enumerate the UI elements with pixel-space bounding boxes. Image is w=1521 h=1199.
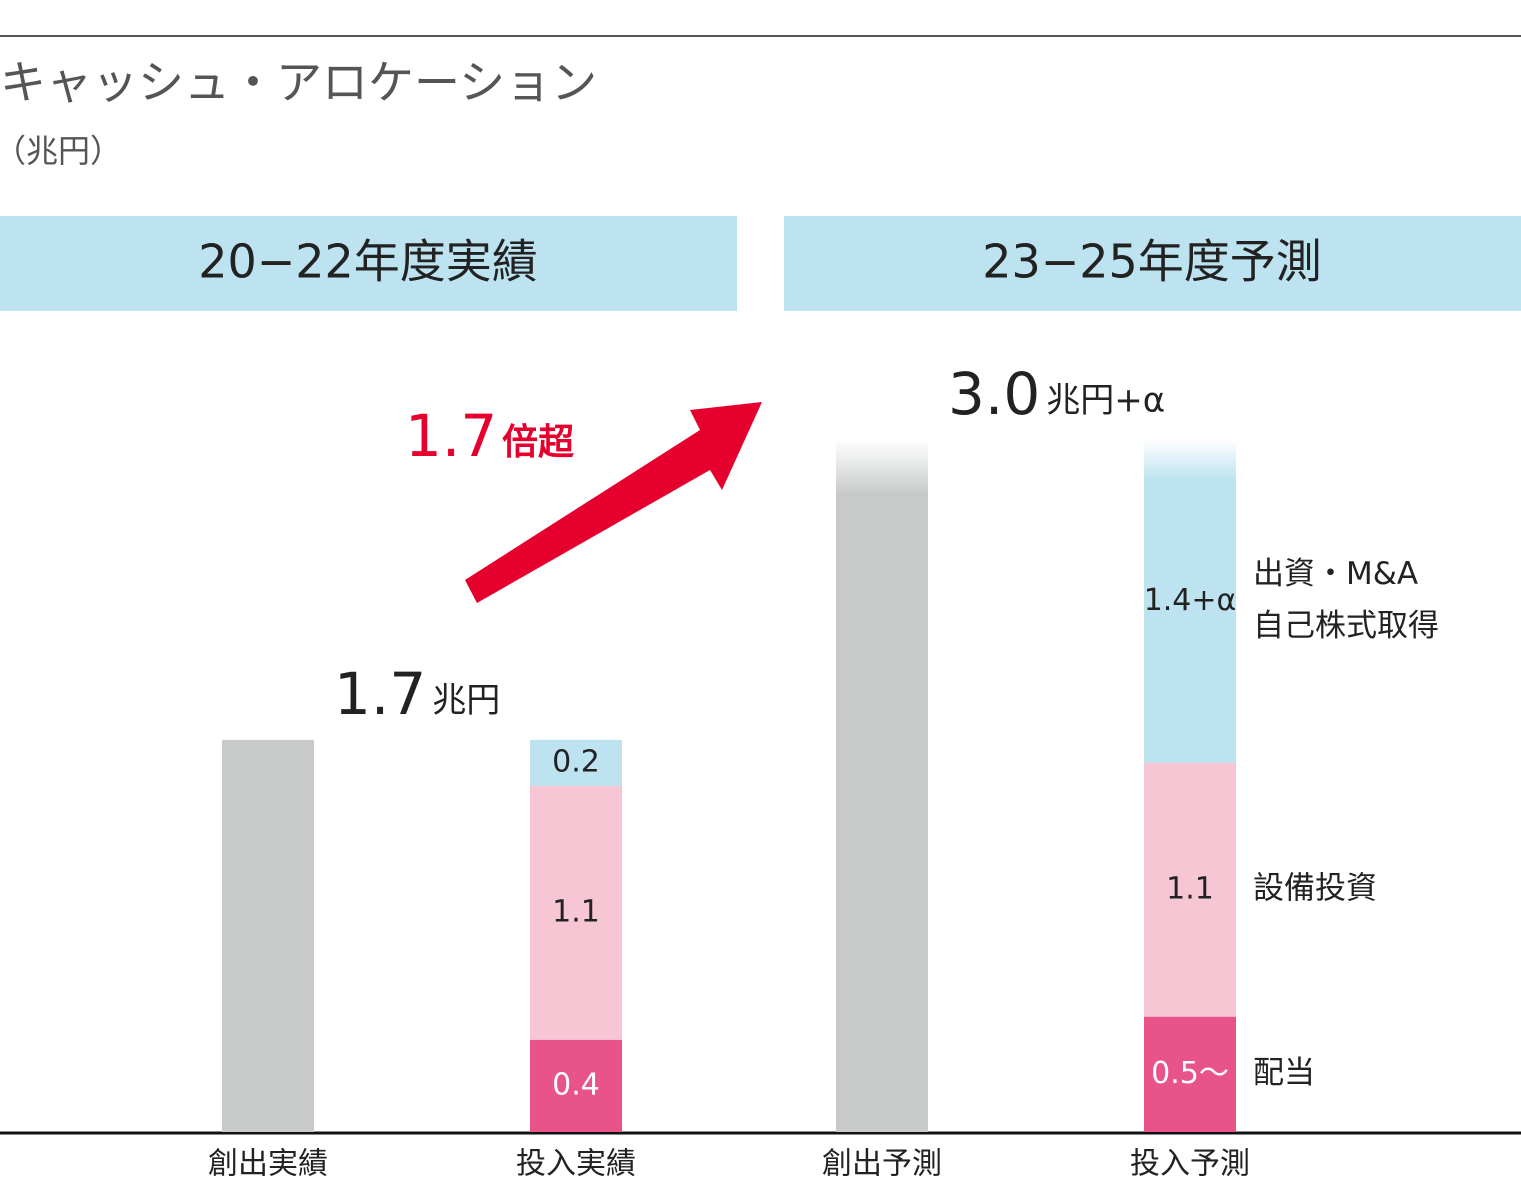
- total-unit: 兆円: [432, 680, 500, 720]
- legend-label: 配当: [1253, 1055, 1315, 1091]
- growth-label: 1.7: [405, 402, 497, 470]
- value-label: 1.4+α: [1144, 583, 1237, 618]
- bar-segment: [1144, 1016, 1236, 1132]
- legend-label: 自己株式取得: [1253, 608, 1439, 644]
- growth-arrow: [465, 402, 762, 603]
- bar-segment: [1144, 762, 1236, 1017]
- value-label: 1.1: [1166, 871, 1214, 906]
- bar-segment: [530, 786, 622, 1040]
- bar-segment: [222, 739, 314, 1132]
- group-header-bg: [0, 216, 737, 311]
- x-tick-label: 創出予測: [822, 1147, 942, 1182]
- total-label: 1.7: [334, 660, 426, 728]
- chart-subtitle: （兆円）: [0, 132, 122, 170]
- bar-segment: [1144, 440, 1236, 763]
- chart-title: キャッシュ・アロケーション: [0, 56, 597, 110]
- legend-label: 設備投資: [1253, 870, 1377, 906]
- total-unit: 兆円+α: [1046, 381, 1165, 421]
- value-label: 0.2: [552, 744, 600, 779]
- x-tick-label: 投入予測: [1130, 1147, 1250, 1182]
- value-label: 0.5～: [1151, 1056, 1229, 1091]
- x-tick-label: 投入実績: [516, 1147, 636, 1182]
- value-label: 0.4: [552, 1067, 600, 1102]
- value-label: 1.1: [552, 894, 600, 929]
- legend-label: 出資・M&A: [1253, 556, 1418, 592]
- group-header-bg: [784, 216, 1521, 311]
- group-header: 23−25年度予測: [982, 235, 1322, 289]
- growth-unit: 倍超: [502, 422, 575, 463]
- total-label: 3.0: [948, 360, 1040, 428]
- x-tick-label: 創出実績: [208, 1147, 328, 1182]
- group-header: 20−22年度実績: [198, 235, 538, 289]
- bar-segment: [530, 739, 622, 786]
- fade: [836, 440, 928, 495]
- bar-segment: [836, 440, 928, 1132]
- fade: [1144, 440, 1236, 480]
- bar-segment: [530, 1039, 622, 1132]
